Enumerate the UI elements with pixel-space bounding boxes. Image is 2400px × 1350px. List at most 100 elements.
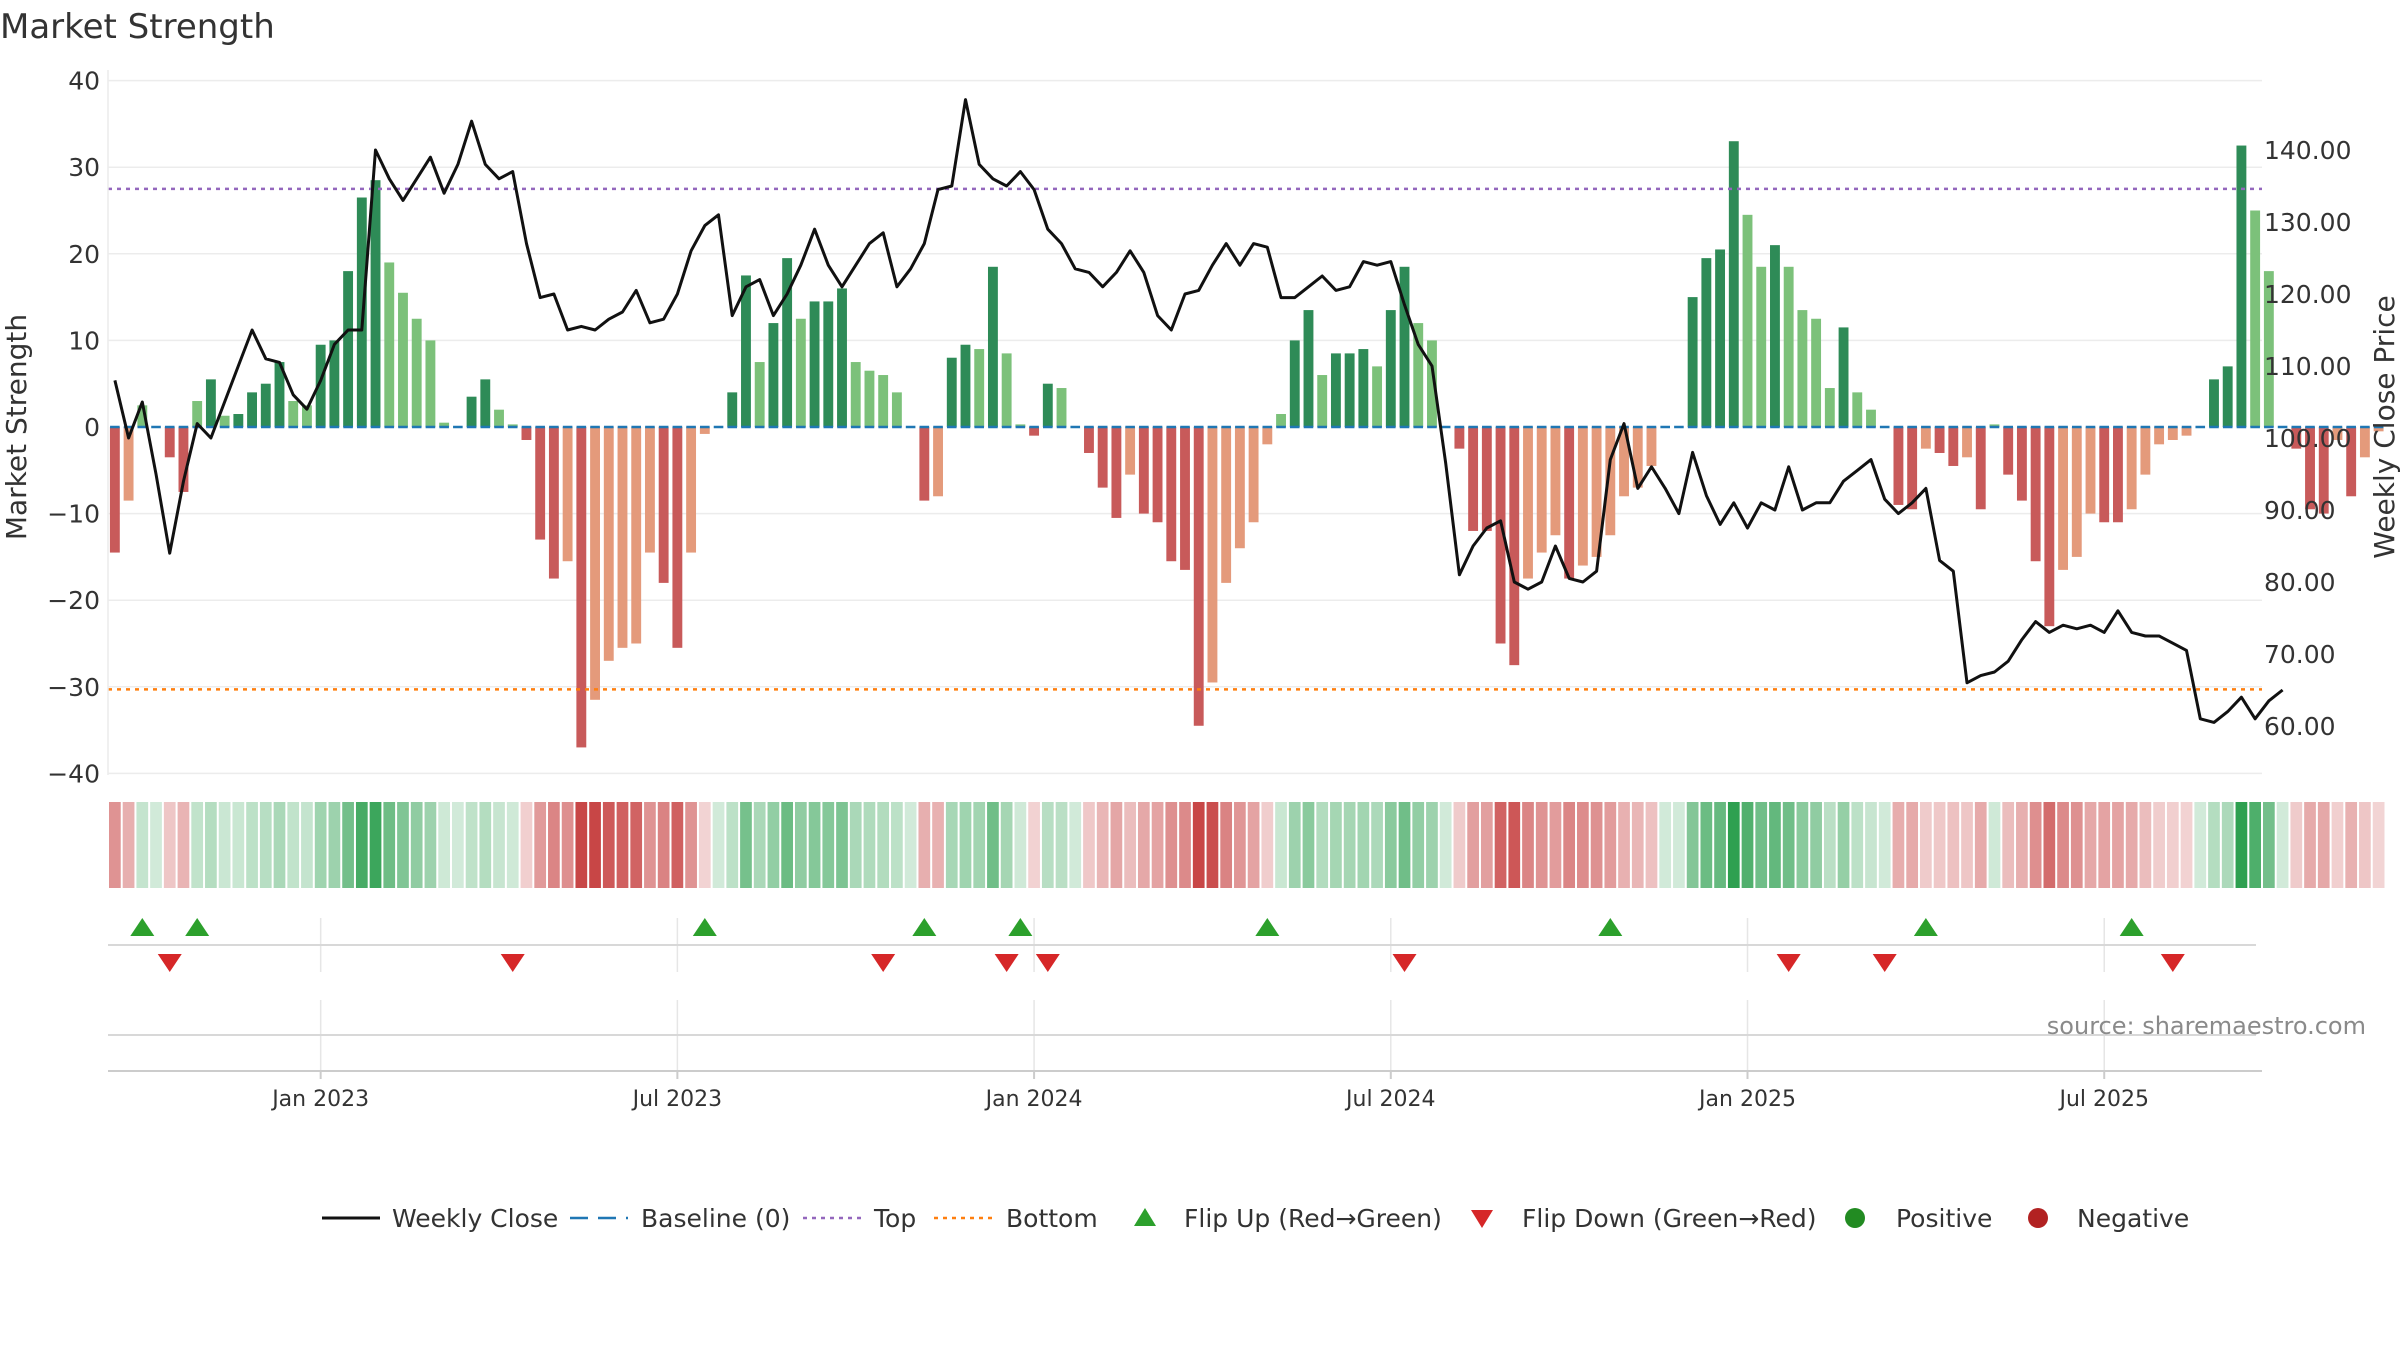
heat-cell — [424, 802, 437, 888]
strength-bar — [1262, 427, 1273, 445]
strength-bar — [741, 275, 751, 427]
strength-bar — [507, 424, 518, 427]
strength-bar — [1934, 427, 1945, 453]
heat-cell — [616, 802, 629, 888]
heat-cell — [945, 802, 958, 888]
heat-cell — [1508, 802, 1521, 888]
heat-cell — [1041, 802, 1054, 888]
strength-bar — [2263, 271, 2274, 427]
heat-cell — [740, 802, 752, 888]
strength-bar — [1975, 427, 1986, 510]
strength-bar — [1385, 310, 1396, 427]
heat-cell — [465, 802, 478, 888]
legend: Weekly Close Baseline (0) Top Bottom Flip Up… — [322, 1204, 2189, 1233]
strength-bar — [699, 427, 710, 434]
legend-label-top: Top — [873, 1204, 916, 1233]
strength-bar — [329, 340, 340, 427]
heat-cell — [506, 802, 519, 888]
heat-cell — [918, 802, 931, 888]
strength-bar — [384, 262, 395, 427]
heat-cell — [1343, 802, 1356, 888]
strength-bar — [1097, 427, 1108, 488]
heat-cell — [1631, 802, 1644, 888]
y-tick-right: 110.00 — [2264, 352, 2351, 381]
heat-cell — [1151, 802, 1164, 888]
strength-bar — [1824, 388, 1835, 427]
heat-cell — [1261, 802, 1274, 888]
strength-bar — [1138, 427, 1149, 514]
strength-bar — [1646, 427, 1657, 466]
heat-cell — [1275, 802, 1287, 888]
heat-cell — [2249, 802, 2261, 888]
heat-cell — [561, 802, 574, 888]
flip-up-marker — [1598, 918, 1623, 936]
heat-cell — [1192, 802, 1205, 888]
heat-cell — [602, 802, 615, 888]
strength-bar — [837, 288, 847, 427]
legend-swatch-negative — [2028, 1208, 2048, 1228]
heat-cell — [2125, 802, 2138, 888]
y-tick-left: −30 — [47, 673, 100, 702]
heat-cell — [1920, 802, 1932, 888]
y-tick-right: 140.00 — [2264, 136, 2351, 165]
strength-bar — [1577, 427, 1588, 566]
heat-cell — [1796, 802, 1809, 888]
x-tick-label: Jul 2024 — [1344, 1087, 1436, 1112]
flip-down-marker — [871, 954, 896, 972]
flip-down-marker — [994, 954, 1019, 972]
heat-cell — [205, 802, 217, 888]
heat-cell — [1137, 802, 1150, 888]
x-tick-label: Jan 2025 — [1697, 1087, 1796, 1112]
strength-bar — [1687, 297, 1698, 427]
strength-bar — [1797, 310, 1808, 427]
strength-bar — [727, 392, 738, 427]
legend-label-baseline: Baseline (0) — [641, 1204, 790, 1233]
strength-bar — [1207, 427, 1218, 683]
heat-cell — [259, 802, 272, 888]
heat-cell — [932, 802, 944, 888]
strength-bar — [301, 405, 312, 427]
strength-bar — [1454, 427, 1465, 449]
y-tick-left: 30 — [68, 153, 100, 182]
strength-bar — [2305, 427, 2315, 510]
strength-bar — [2346, 427, 2357, 497]
strength-bar — [1907, 427, 1918, 510]
strength-bar — [2099, 427, 2110, 523]
heat-cell — [1741, 802, 1754, 888]
strength-bars — [109, 141, 2384, 748]
source-label: source: sharemaestro.com — [2047, 1012, 2366, 1040]
heat-cell — [726, 802, 739, 888]
heat-cell — [1618, 802, 1630, 888]
strength-bar — [233, 414, 244, 427]
heat-cell — [479, 802, 492, 888]
heat-cell — [1110, 802, 1123, 888]
heat-cell — [2098, 802, 2111, 888]
legend-label-flip-down: Flip Down (Green→Red) — [1522, 1204, 1817, 1233]
heat-cell — [2359, 802, 2371, 888]
strength-bar — [1811, 318, 1822, 427]
strength-bar — [205, 379, 216, 427]
heat-cell — [1069, 802, 1082, 888]
heat-cell — [383, 802, 396, 888]
heat-cell — [1439, 802, 1452, 888]
heat-cell — [1645, 802, 1658, 888]
heat-cell — [1549, 802, 1562, 888]
chart-title: Market Strength — [0, 7, 275, 47]
heat-cell — [1028, 802, 1040, 888]
heat-cell — [2208, 802, 2220, 888]
heat-cell — [1179, 802, 1191, 888]
strength-bar — [494, 409, 504, 427]
strength-bar — [1838, 327, 1849, 427]
x-tick-label: Jul 2025 — [2057, 1087, 2149, 1112]
strength-bar — [219, 415, 230, 427]
heat-cell — [630, 802, 643, 888]
strength-bar — [2140, 427, 2151, 475]
heat-cell — [232, 802, 245, 888]
heat-cell — [1878, 802, 1891, 888]
heat-cell — [410, 802, 423, 888]
heat-cell — [534, 802, 547, 888]
heat-cell — [1837, 802, 1850, 888]
strength-bar — [2318, 427, 2329, 514]
strength-bar — [576, 427, 587, 748]
legend-label-positive: Positive — [1896, 1204, 1992, 1233]
